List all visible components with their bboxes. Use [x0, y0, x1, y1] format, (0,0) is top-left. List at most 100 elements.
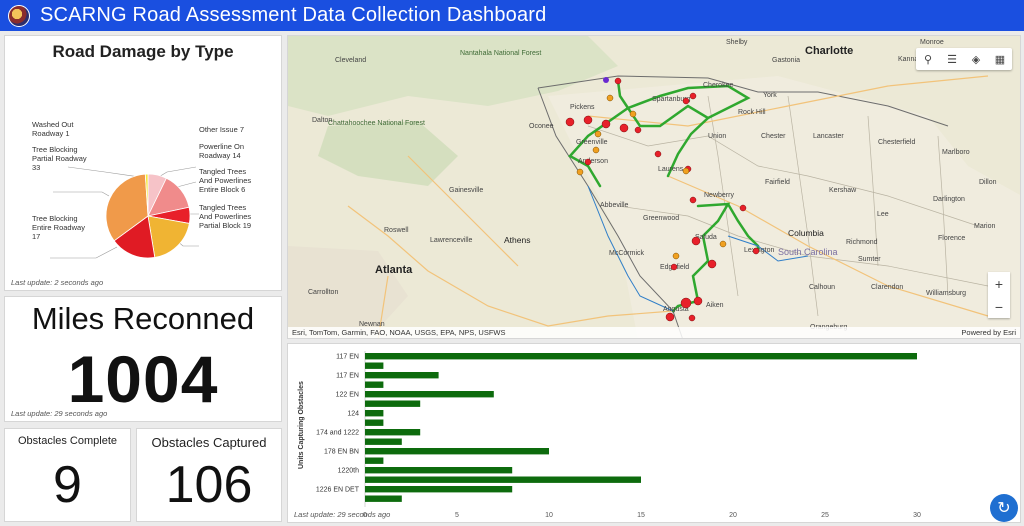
- city-greenville: Greenville: [576, 139, 608, 146]
- obstacles-complete-value: 9: [53, 456, 82, 514]
- city-fairfield: Fairfield: [765, 179, 790, 186]
- city-cherokee: Cherokee: [703, 82, 734, 89]
- city-calhoun: Calhoun: [809, 284, 836, 291]
- pie-slice-tree-blocking-entire-roadway[interactable]: [113, 215, 156, 259]
- bar-x-tick: 25: [821, 512, 829, 519]
- layers-icon[interactable]: ◈: [971, 53, 981, 66]
- bar-last-update: Last update: 29 seconds ago: [294, 510, 391, 519]
- basemap-gallery-icon[interactable]: ▦: [994, 53, 1006, 66]
- miles-reconned-card: Miles Reconned 1004 Last update: 29 seco…: [4, 296, 282, 422]
- bar-unit-10[interactable]: [365, 448, 549, 455]
- city-cleveland: Cleveland: [335, 57, 367, 64]
- city-atlanta: Atlanta: [375, 264, 413, 276]
- city-carrollton: Carrollton: [308, 289, 339, 296]
- nantahala-forest-label: Nantahala National Forest: [460, 50, 542, 57]
- bar-unit-4[interactable]: [365, 391, 494, 398]
- app-header: SCARNG Road Assessment Data Collection D…: [0, 0, 1024, 31]
- miles-value: 1004: [67, 342, 219, 416]
- map-view[interactable]: Nantahala National Forest Chattahoochee …: [287, 35, 1021, 339]
- city-marion: Marion: [974, 223, 996, 230]
- pie-slice-washed-out-roadway[interactable]: [144, 173, 149, 217]
- label-tangled-partial: Tangled Trees And Powerlines Partial Block…: [199, 203, 252, 230]
- city-edgefield: Edgefield: [660, 264, 690, 271]
- bar-unit-11[interactable]: [365, 457, 384, 464]
- obstacles-captured-value: 106: [165, 456, 253, 514]
- city-darlington: Darlington: [933, 196, 965, 203]
- legend-icon[interactable]: ☰: [947, 53, 957, 66]
- city-lancaster: Lancaster: [813, 133, 844, 140]
- refresh-icon: ↻: [997, 500, 1011, 517]
- city-kershaw: Kershaw: [829, 187, 857, 194]
- obstacles-complete-title: Obstacles Complete: [17, 435, 118, 447]
- city-clarendon: Clarendon: [871, 284, 904, 291]
- zoom-control: + −: [988, 272, 1010, 318]
- city-lawrenceville: Lawrenceville: [430, 237, 473, 244]
- miles-title: Miles Reconned: [31, 301, 255, 336]
- scarng-logo-icon: [8, 4, 30, 27]
- city-florence: Florence: [938, 235, 966, 242]
- city-athens: Athens: [504, 235, 531, 245]
- city-roswell: Roswell: [384, 227, 409, 234]
- zoom-out-button[interactable]: −: [994, 298, 1004, 315]
- map-attribution: Esri, TomTom, Garmin, FAO, NOAA, USGS, E…: [288, 327, 1020, 338]
- city-aiken: Aiken: [706, 302, 724, 309]
- city-lee: Lee: [877, 211, 889, 218]
- attribution-text: Esri, TomTom, Garmin, FAO, NOAA, USGS, E…: [292, 328, 506, 337]
- city-chester: Chester: [761, 133, 786, 140]
- bar-unit-7[interactable]: [365, 419, 384, 426]
- bar-unit-15[interactable]: [365, 495, 402, 502]
- miles-last-update: Last update: 29 seconds ago: [11, 409, 108, 418]
- bar-unit-14[interactable]: [365, 486, 513, 493]
- label-powerline: Powerline On Roadway 14: [199, 142, 245, 160]
- bar-x-tick: 0: [363, 512, 367, 519]
- label-other-issue: Other Issue 7: [199, 125, 245, 134]
- bar-unit-2[interactable]: [365, 372, 439, 379]
- bar-unit-3[interactable]: [365, 381, 384, 388]
- city-marlboro: Marlboro: [942, 149, 970, 156]
- bar-unit-1[interactable]: [365, 362, 384, 369]
- bar-category-label: 1226 EN DET: [316, 487, 360, 494]
- city-pickens: Pickens: [570, 104, 595, 111]
- bar-category-label: 178 EN BN: [324, 449, 359, 456]
- city-richmond: Richmond: [846, 239, 878, 246]
- city-sumter: Sumter: [858, 256, 881, 263]
- bar-unit-9[interactable]: [365, 438, 402, 445]
- city-newberry: Newberry: [704, 192, 734, 199]
- bar-unit-5[interactable]: [365, 400, 421, 407]
- city-shelby: Shelby: [726, 39, 748, 46]
- city-union: Union: [708, 133, 727, 140]
- city-gastonia: Gastonia: [772, 57, 801, 64]
- city-kannapolis: Kannapolis: [898, 56, 933, 63]
- city-chesterfield: Chesterfield: [878, 139, 916, 146]
- bar-unit-0[interactable]: [365, 353, 917, 360]
- refresh-button[interactable]: ↻: [990, 494, 1018, 522]
- bar-unit-6[interactable]: [365, 410, 384, 417]
- powered-by-esri[interactable]: Powered by Esri: [961, 328, 1016, 337]
- obstacles-complete-card: Obstacles Complete 9: [4, 428, 131, 522]
- bar-category-label: 174 and 1222: [316, 430, 359, 437]
- city-mccormick: McCormick: [609, 250, 644, 257]
- city-york: York: [763, 92, 777, 99]
- pie-slice-tangled-trees-and-powerlines-partial-block[interactable]: [147, 215, 190, 258]
- bar-category-label: 124: [347, 411, 359, 418]
- bar-unit-13[interactable]: [365, 476, 641, 483]
- road-damage-card: Road Damage by Type Washed Out Roadway 1 …: [4, 35, 282, 291]
- bar-y-axis-title: Units Capturing Obstacles: [298, 381, 305, 469]
- zoom-in-button[interactable]: +: [994, 275, 1004, 292]
- city-rock-hill: Rock Hill: [738, 109, 766, 116]
- road-damage-pie-chart[interactable]: [5, 36, 283, 292]
- city-augusta: Augusta: [663, 306, 689, 313]
- basemap[interactable]: [288, 36, 1021, 339]
- bar-unit-8[interactable]: [365, 429, 421, 436]
- units-bar-chart-card: 117 EN 117 EN 122 EN 124 174 and 1222 178 EN …: [287, 343, 1021, 523]
- search-icon[interactable]: ⚲: [923, 53, 933, 66]
- city-laurens: Laurens: [658, 166, 684, 173]
- bar-x-tick: 10: [545, 512, 553, 519]
- city-charlotte: Charlotte: [805, 45, 854, 57]
- label-tree-partial: Tree Blocking Partial Roadway 33: [32, 145, 87, 172]
- units-bar-chart[interactable]: 117 EN 117 EN 122 EN 124 174 and 1222 178 EN …: [288, 344, 1022, 524]
- city-spartanburg: Spartanburg: [652, 96, 691, 103]
- pie-slice-tree-blocking-partial-roadway[interactable]: [105, 173, 149, 242]
- bar-unit-12[interactable]: [365, 467, 513, 474]
- city-dalton: Dalton: [312, 117, 333, 124]
